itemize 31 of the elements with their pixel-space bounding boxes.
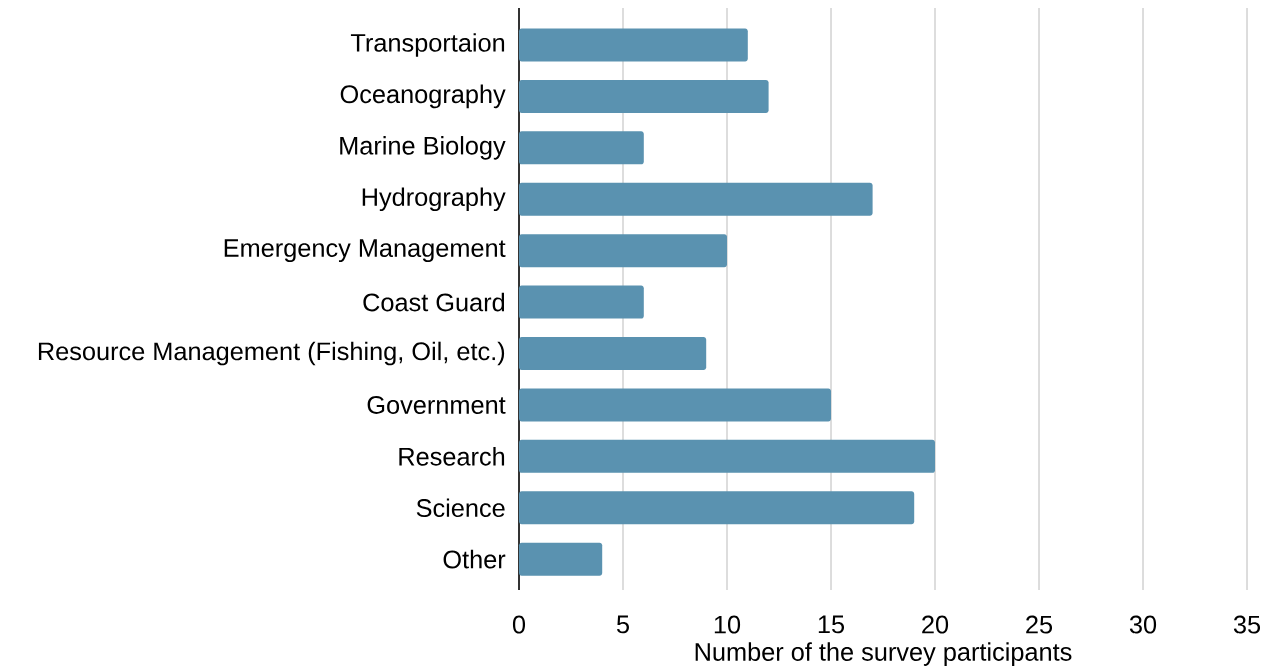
- x-tick-label: 25: [1026, 615, 1053, 634]
- y-tick-label: Science: [416, 498, 505, 518]
- y-tick-label: Government: [367, 395, 506, 414]
- bar: [519, 28, 748, 62]
- x-tick-label: 15: [818, 615, 845, 634]
- x-tick-label: 35: [1233, 615, 1261, 634]
- x-tick-label: 30: [1129, 615, 1157, 634]
- y-tick-label: Resource Management (Fishing, Oil, etc.): [38, 341, 505, 366]
- x-axis-title: Number of the survey participants: [695, 642, 1072, 666]
- y-tick-label: Oceanography: [340, 84, 506, 109]
- bar: [519, 439, 935, 473]
- x-tick-label: 5: [616, 615, 629, 634]
- y-tick-label: Transportaion: [350, 33, 505, 57]
- x-tick-label: 0: [512, 615, 526, 634]
- bar: [519, 79, 769, 113]
- y-tick-label: Other: [443, 549, 506, 569]
- y-tick-label: Hydrography: [362, 187, 506, 212]
- bar: [519, 131, 644, 165]
- bar: [519, 388, 832, 422]
- x-tick-label: 10: [714, 615, 741, 634]
- bar: [519, 337, 707, 371]
- bar: [519, 182, 873, 216]
- y-tick-label: Coast Guard: [363, 292, 505, 312]
- y-tick-label: Marine Biology: [340, 136, 506, 160]
- x-tick-label: 20: [922, 615, 949, 634]
- bar: [519, 234, 727, 268]
- bar: [519, 491, 915, 525]
- bar: [519, 285, 644, 319]
- bar: [519, 542, 603, 576]
- y-tick-label: Emergency Management: [224, 239, 506, 263]
- y-tick-label: Research: [399, 447, 505, 466]
